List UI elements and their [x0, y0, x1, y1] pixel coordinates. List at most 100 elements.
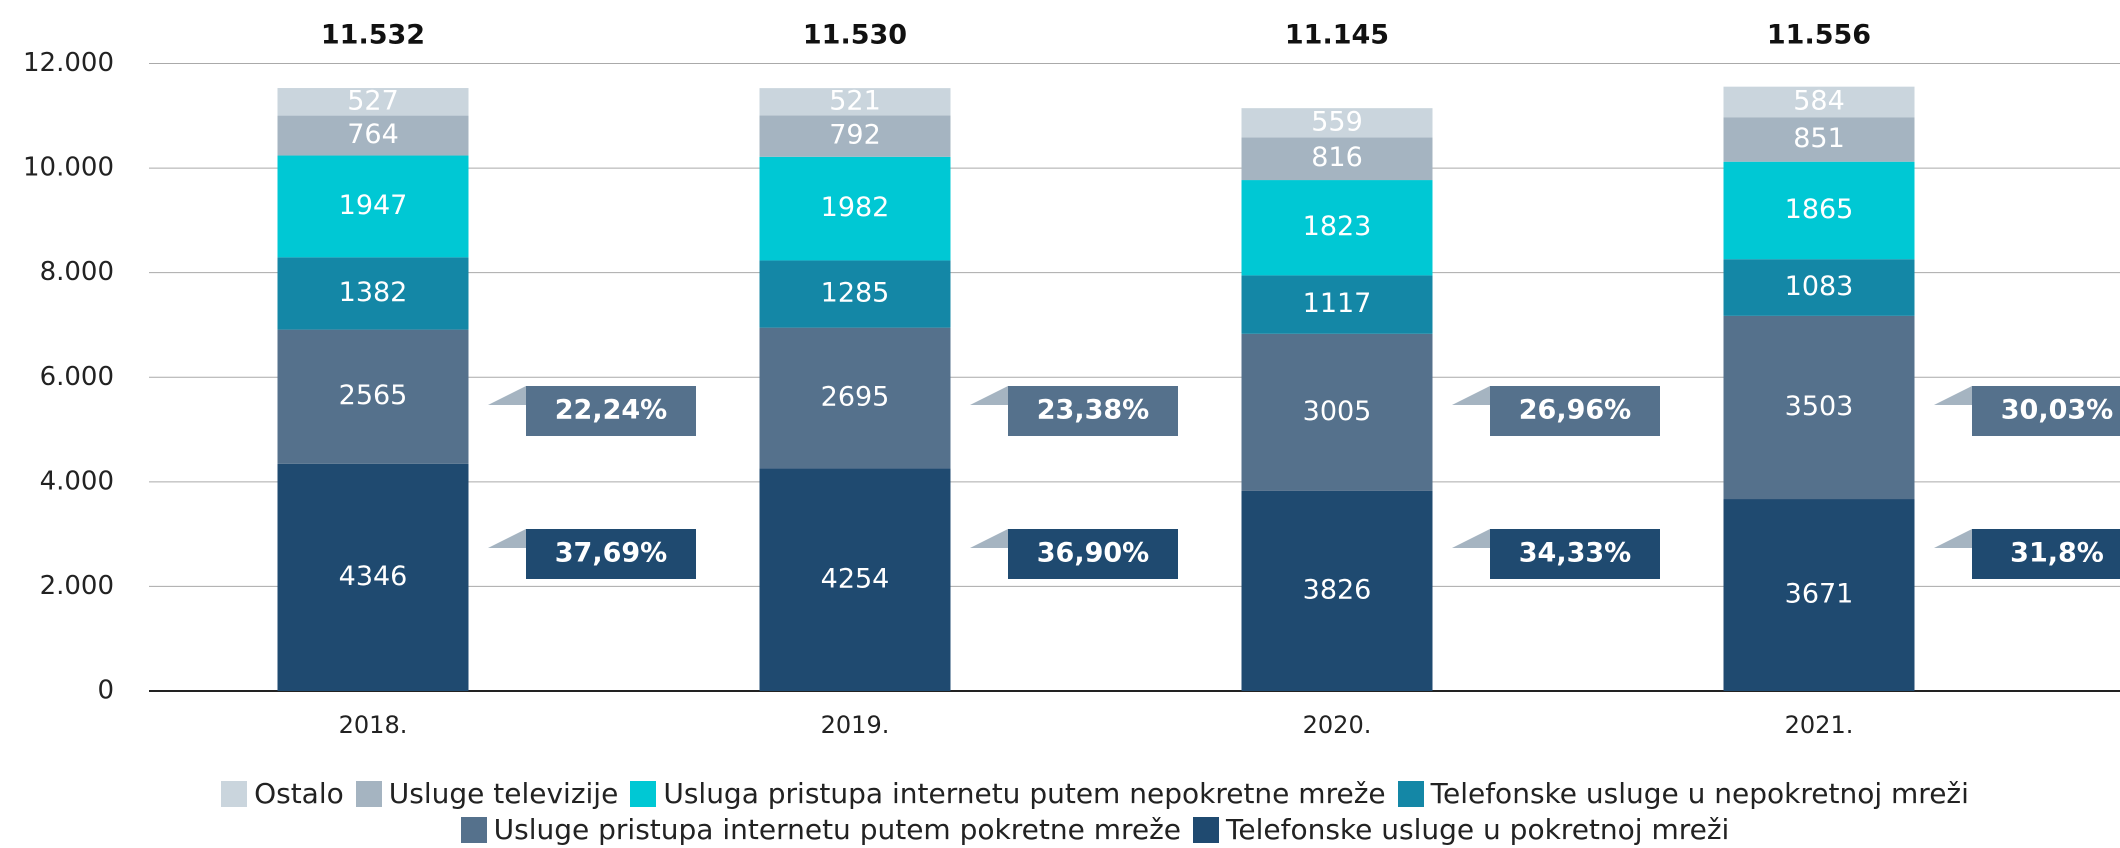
callout-label: 37,69% [555, 538, 667, 569]
bar-segment [1723, 117, 1915, 162]
legend-swatch [1193, 817, 1220, 843]
total-label: 11.532 [321, 20, 425, 51]
callout-box [1490, 529, 1660, 579]
bar-segment [1723, 161, 1915, 260]
segment-label: 584 [1793, 85, 1845, 116]
bar-segment [759, 115, 951, 157]
bar-segment [277, 88, 469, 116]
x-tick-label: 2020. [1303, 711, 1372, 739]
legend-item: Usluge televizije [355, 776, 619, 812]
segment-label: 3005 [1303, 396, 1372, 427]
callout-pointer [488, 529, 526, 548]
y-tick-label: 6.000 [40, 362, 114, 392]
bar-segment [1723, 315, 1915, 500]
legend-label: Usluge televizije [388, 777, 619, 810]
bar-segment [277, 463, 469, 691]
callout-label: 23,38% [1037, 395, 1149, 426]
callout-box [1972, 529, 2120, 579]
legend-item: Usluge pristupa internetu putem pokretne… [460, 812, 1182, 848]
bar-segment [759, 88, 951, 116]
legend-swatch [355, 781, 382, 807]
bar-segment [759, 156, 951, 261]
bar-segment [277, 155, 469, 258]
segment-label: 1382 [339, 277, 408, 308]
legend-label: Usluga pristupa internetu putem nepokret… [663, 777, 1386, 810]
callout-box [526, 529, 696, 579]
total-label: 11.530 [803, 20, 907, 51]
legend-item: Ostalo [221, 776, 344, 812]
legend-swatch [1397, 781, 1424, 807]
callout-label: 36,90% [1037, 538, 1149, 569]
callout-box [1972, 386, 2120, 436]
callout-pointer [1934, 529, 1972, 548]
bar-segment [1723, 499, 1915, 691]
y-tick-label: 2.000 [40, 571, 114, 601]
bar-segment [1241, 180, 1433, 276]
legend-item: Telefonske usluge u pokretnoj mreži [1193, 812, 1729, 848]
total-label: 11.556 [1767, 20, 1871, 51]
segment-label: 3826 [1303, 574, 1372, 605]
bar-segment [1241, 333, 1433, 491]
x-tick-label: 2021. [1785, 711, 1854, 739]
segment-label: 851 [1793, 123, 1845, 154]
y-tick-label: 4.000 [40, 466, 114, 496]
callout-label: 30,03% [2001, 395, 2113, 426]
bar-segment [277, 257, 469, 330]
legend-label: Usluge pristupa internetu putem pokretne… [493, 813, 1182, 846]
segment-label: 764 [347, 119, 399, 150]
y-tick-label: 8.000 [40, 257, 114, 287]
bar-segment [1241, 137, 1433, 181]
callout-pointer [1452, 529, 1490, 548]
bar-segment [1241, 108, 1433, 138]
y-tick-label: 10.000 [23, 153, 114, 183]
segment-label: 527 [347, 85, 399, 116]
legend-label: Telefonske usluge u pokretnoj mreži [1226, 813, 1730, 846]
segment-label: 1982 [821, 192, 890, 223]
bar-segment [1241, 490, 1433, 691]
segment-label: 559 [1311, 106, 1363, 137]
callout-label: 31,8% [2010, 538, 2104, 569]
segment-label: 1823 [1303, 211, 1372, 242]
legend-swatch [221, 781, 248, 807]
bar-segment [277, 115, 469, 156]
legend-label: Ostalo [254, 777, 344, 810]
segment-label: 2695 [821, 382, 890, 413]
segment-label: 1947 [339, 190, 408, 221]
callout-box [1008, 529, 1178, 579]
segment-label: 816 [1311, 142, 1363, 173]
callout-box [526, 386, 696, 436]
bar-segment [1723, 259, 1915, 316]
callout-pointer [970, 386, 1008, 405]
total-label: 11.145 [1285, 20, 1389, 51]
segment-label: 1865 [1785, 194, 1854, 225]
bar-segment [1241, 275, 1433, 334]
segment-label: 2565 [339, 380, 408, 411]
y-tick-label: 0 [97, 676, 114, 706]
bar-segment [759, 327, 951, 469]
callout-box [1490, 386, 1660, 436]
legend-item: Usluga pristupa internetu putem nepokret… [630, 776, 1386, 812]
segment-label: 792 [829, 120, 881, 151]
legend: Ostalo Usluge televizije Usluga pristupa i… [170, 776, 2020, 848]
segment-label: 3671 [1785, 579, 1854, 610]
segment-label: 521 [829, 85, 881, 116]
segment-label: 1083 [1785, 271, 1854, 302]
callout-pointer [1452, 386, 1490, 405]
callout-pointer [1934, 386, 1972, 405]
bar-segment [1723, 86, 1915, 118]
callout-label: 22,24% [555, 395, 667, 426]
bar-segment [759, 468, 951, 691]
segment-label: 4346 [339, 561, 408, 592]
bar-segment [759, 260, 951, 328]
x-tick-label: 2019. [821, 711, 890, 739]
callout-label: 26,96% [1519, 395, 1631, 426]
segment-label: 3503 [1785, 391, 1854, 422]
legend-label: Telefonske usluge u nepokretnoj mreži [1430, 777, 1969, 810]
callout-label: 34,33% [1519, 538, 1631, 569]
callout-pointer [970, 529, 1008, 548]
legend-swatch [460, 817, 487, 843]
segment-label: 4254 [821, 563, 890, 594]
bar-segment [277, 329, 469, 464]
